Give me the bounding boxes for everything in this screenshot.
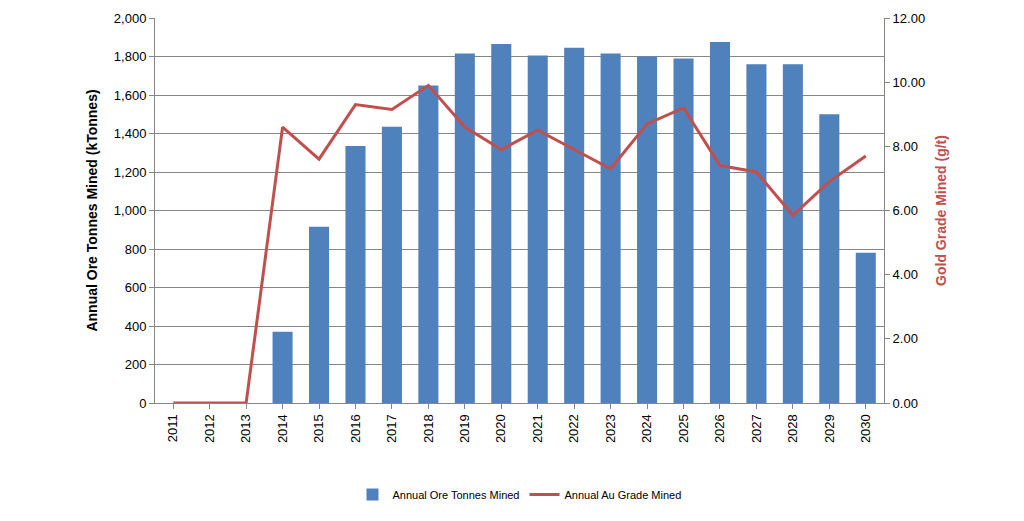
svg-text:2024: 2024 [639, 414, 654, 443]
svg-text:2,000: 2,000 [114, 11, 147, 26]
svg-text:0.00: 0.00 [893, 396, 918, 411]
svg-text:2019: 2019 [457, 414, 472, 443]
svg-text:800: 800 [125, 242, 147, 257]
svg-text:1,800: 1,800 [114, 49, 147, 64]
svg-text:2015: 2015 [311, 414, 326, 443]
svg-text:Annual Au Grade Mined: Annual Au Grade Mined [565, 489, 682, 501]
svg-text:8.00: 8.00 [893, 139, 918, 154]
svg-text:Annual Ore Tonnes Mined: Annual Ore Tonnes Mined [393, 489, 520, 501]
svg-text:2017: 2017 [384, 414, 399, 443]
svg-text:2027: 2027 [749, 414, 764, 443]
svg-text:Annual Ore Tonnes Mined (kTonn: Annual Ore Tonnes Mined (kTonnes) [84, 89, 100, 331]
svg-text:6.00: 6.00 [893, 203, 918, 218]
svg-text:2014: 2014 [275, 414, 290, 443]
svg-text:2021: 2021 [530, 414, 545, 443]
svg-text:600: 600 [125, 280, 147, 295]
svg-text:2011: 2011 [165, 414, 180, 442]
svg-text:2020: 2020 [494, 414, 509, 443]
svg-text:0: 0 [139, 396, 146, 411]
svg-text:4.00: 4.00 [893, 267, 918, 282]
svg-text:400: 400 [125, 319, 147, 334]
svg-text:2026: 2026 [712, 414, 727, 443]
svg-text:2022: 2022 [566, 414, 581, 443]
svg-text:200: 200 [125, 357, 147, 372]
svg-text:1,000: 1,000 [114, 203, 147, 218]
svg-text:1,400: 1,400 [114, 126, 147, 141]
svg-text:2016: 2016 [348, 414, 363, 443]
svg-text:2018: 2018 [421, 414, 436, 443]
svg-text:2028: 2028 [785, 414, 800, 443]
svg-text:2012: 2012 [202, 414, 217, 443]
svg-text:2029: 2029 [822, 414, 837, 443]
svg-text:2.00: 2.00 [893, 331, 918, 346]
svg-text:12.00: 12.00 [893, 11, 926, 26]
svg-text:2030: 2030 [858, 414, 873, 443]
svg-text:10.00: 10.00 [893, 75, 926, 90]
svg-text:1,600: 1,600 [114, 88, 147, 103]
svg-text:2025: 2025 [676, 414, 691, 443]
svg-text:Gold Grade Mined (g/t): Gold Grade Mined (g/t) [933, 135, 949, 286]
svg-text:2013: 2013 [238, 414, 253, 443]
svg-text:1,200: 1,200 [114, 165, 147, 180]
svg-text:2023: 2023 [603, 414, 618, 443]
